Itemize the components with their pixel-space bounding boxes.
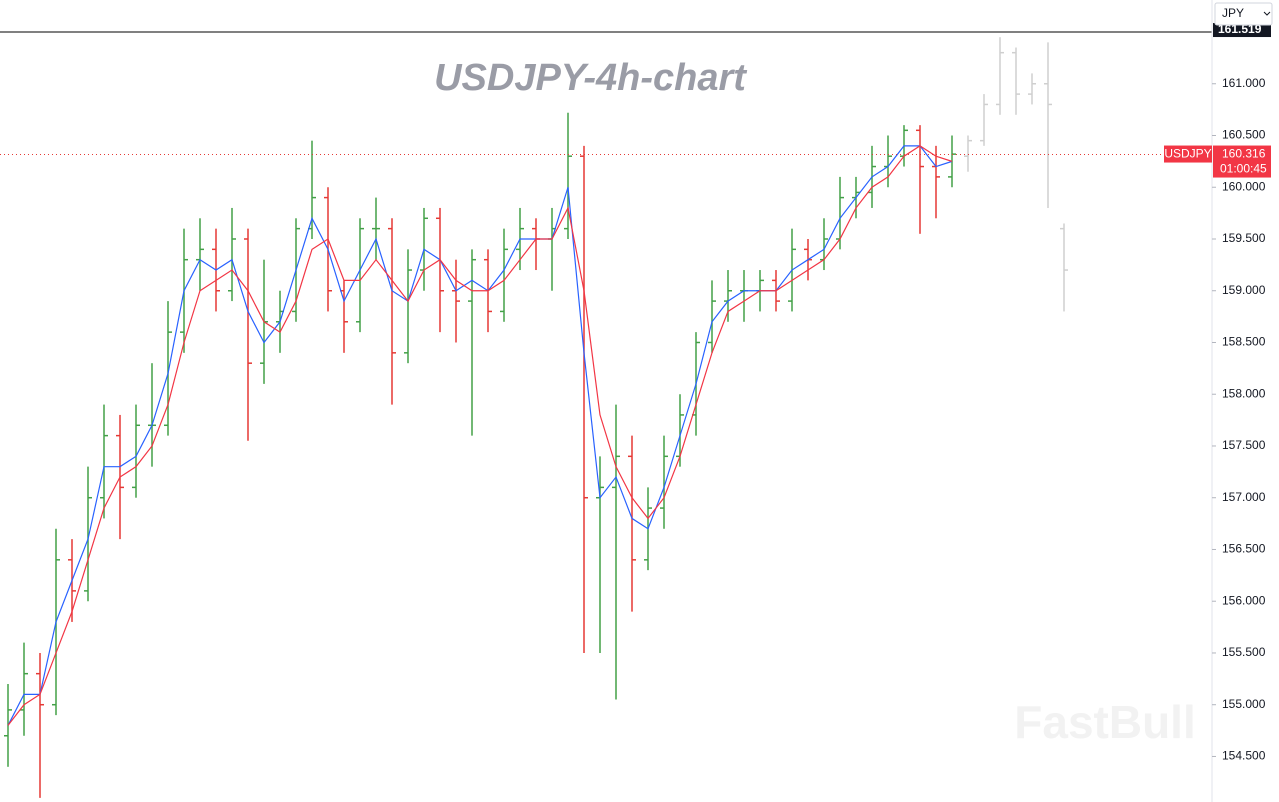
y-tick-label: 161.000 — [1222, 76, 1266, 90]
plot-area — [0, 37, 1212, 798]
y-tick-label: 160.500 — [1222, 128, 1266, 142]
y-tick-label: 156.500 — [1222, 542, 1266, 556]
chart-title: USDJPY-4h-chart — [434, 57, 747, 99]
last-price-box — [1213, 145, 1271, 178]
price-axis: 154.500 155.000 155.500 156.000 156.500 157.0… — [1164, 22, 1271, 763]
currency-dropdown[interactable] — [1214, 2, 1273, 26]
currency-label[interactable]: JPY — [1222, 6, 1244, 20]
y-tick-label: 155.000 — [1222, 697, 1266, 711]
y-tick-label: 159.500 — [1222, 231, 1266, 245]
top-price-box — [1213, 23, 1271, 38]
y-tick-label: 158.000 — [1222, 386, 1266, 400]
dropdown-arrow[interactable] — [1263, 11, 1271, 16]
y-tick-label: 155.500 — [1222, 645, 1266, 659]
countdown-label: 01:00:45 — [1220, 162, 1267, 176]
y-tick-label: 158.500 — [1222, 335, 1266, 349]
y-tick-label: 159.000 — [1222, 283, 1266, 297]
moving-average-line — [7, 145, 953, 726]
watermark: FastBull — [1014, 696, 1195, 748]
top-price-label: 161.519 — [1218, 22, 1262, 36]
symbol-label: USDJPY — [1164, 147, 1211, 161]
y-tick-label: 157.000 — [1222, 490, 1266, 504]
y-tick-label: 156.000 — [1222, 593, 1266, 607]
moving-average-line — [7, 145, 953, 726]
y-tick-label: 154.500 — [1222, 749, 1266, 763]
symbol-tag — [1164, 145, 1212, 163]
last-price-label: 160.316 — [1222, 147, 1266, 161]
y-tick-label: 157.500 — [1222, 438, 1266, 452]
y-tick-label: 160.000 — [1222, 179, 1266, 193]
